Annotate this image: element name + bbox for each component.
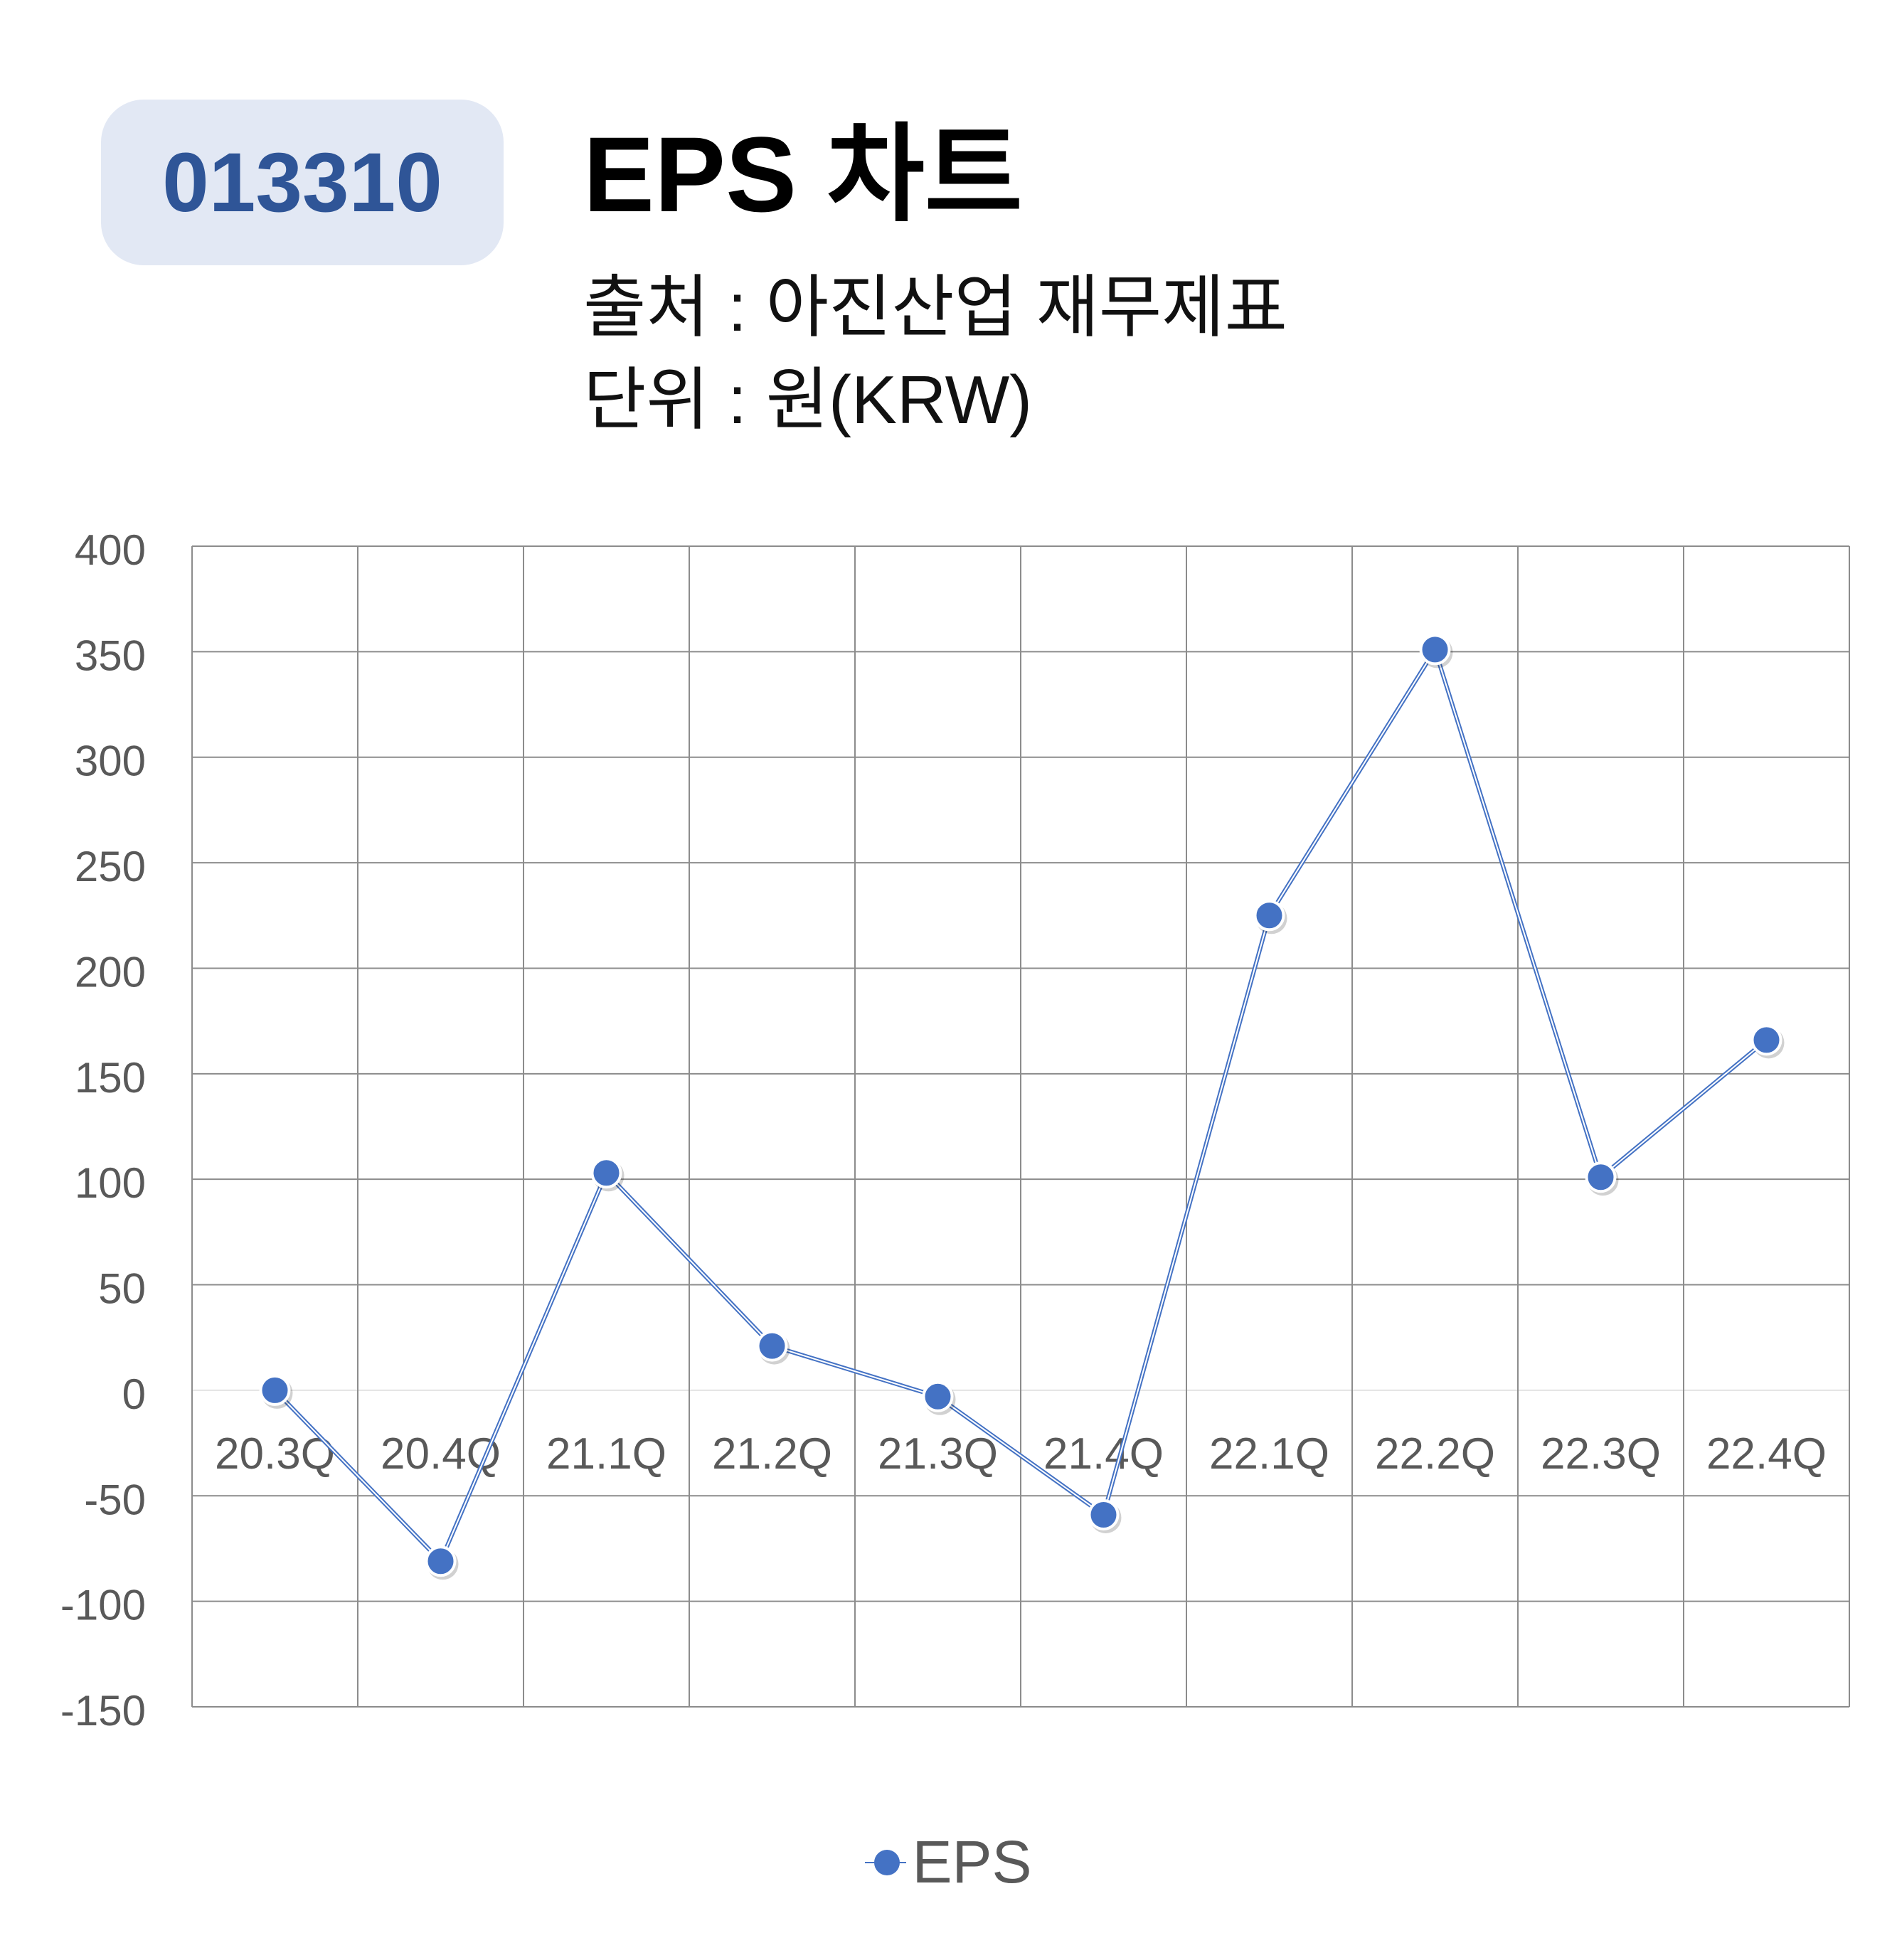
y-tick-label: 50 [98, 1265, 146, 1313]
x-tick-label: 21.4Q [1043, 1429, 1164, 1479]
data-point [1088, 1498, 1120, 1530]
legend-label: EPS [912, 1828, 1032, 1895]
x-tick-label: 21.3Q [878, 1429, 998, 1479]
data-point [590, 1157, 622, 1189]
data-point [1419, 634, 1451, 666]
x-tick-label: 20.4Q [381, 1429, 501, 1479]
data-point [1750, 1024, 1782, 1056]
x-tick-label: 21.1Q [546, 1429, 666, 1479]
source-text: 출처 : 아진산업 재무제표 [583, 270, 1287, 346]
y-tick-label: -150 [60, 1687, 146, 1735]
y-tick-label: -50 [84, 1476, 146, 1523]
y-tick-label: 400 [75, 526, 146, 574]
chart-title: EPS 차트 [583, 114, 1023, 234]
unit-text: 단위 : 원(KRW) [583, 362, 1033, 438]
x-tick-label: 22.4Q [1706, 1429, 1827, 1479]
x-tick-label: 22.2Q [1375, 1429, 1495, 1479]
x-tick-label: 22.1Q [1209, 1429, 1329, 1479]
x-tick-label: 22.3Q [1541, 1429, 1661, 1479]
y-tick-label: 300 [75, 737, 146, 785]
y-tick-label: 200 [75, 948, 146, 996]
x-tick-label: 21.2Q [712, 1429, 832, 1479]
y-tick-label: 350 [75, 632, 146, 679]
data-point [425, 1545, 457, 1577]
y-tick-label: -100 [60, 1582, 146, 1629]
legend: EPS [0, 1828, 1897, 1897]
legend-marker [865, 1849, 907, 1875]
y-tick-label: 100 [75, 1159, 146, 1207]
y-tick-label: 150 [75, 1054, 146, 1102]
y-tick-label: 250 [75, 843, 146, 890]
data-point [756, 1330, 788, 1362]
data-point [1253, 900, 1285, 932]
ticker-code: 013310 [162, 135, 442, 230]
data-point [1585, 1161, 1617, 1193]
y-tick-label: 0 [122, 1370, 146, 1418]
data-point [259, 1374, 291, 1406]
series-line-inner [274, 649, 1768, 1562]
x-tick-label: 20.3Q [215, 1429, 335, 1479]
data-point [922, 1380, 954, 1412]
ticker-badge: 013310 [101, 100, 504, 265]
